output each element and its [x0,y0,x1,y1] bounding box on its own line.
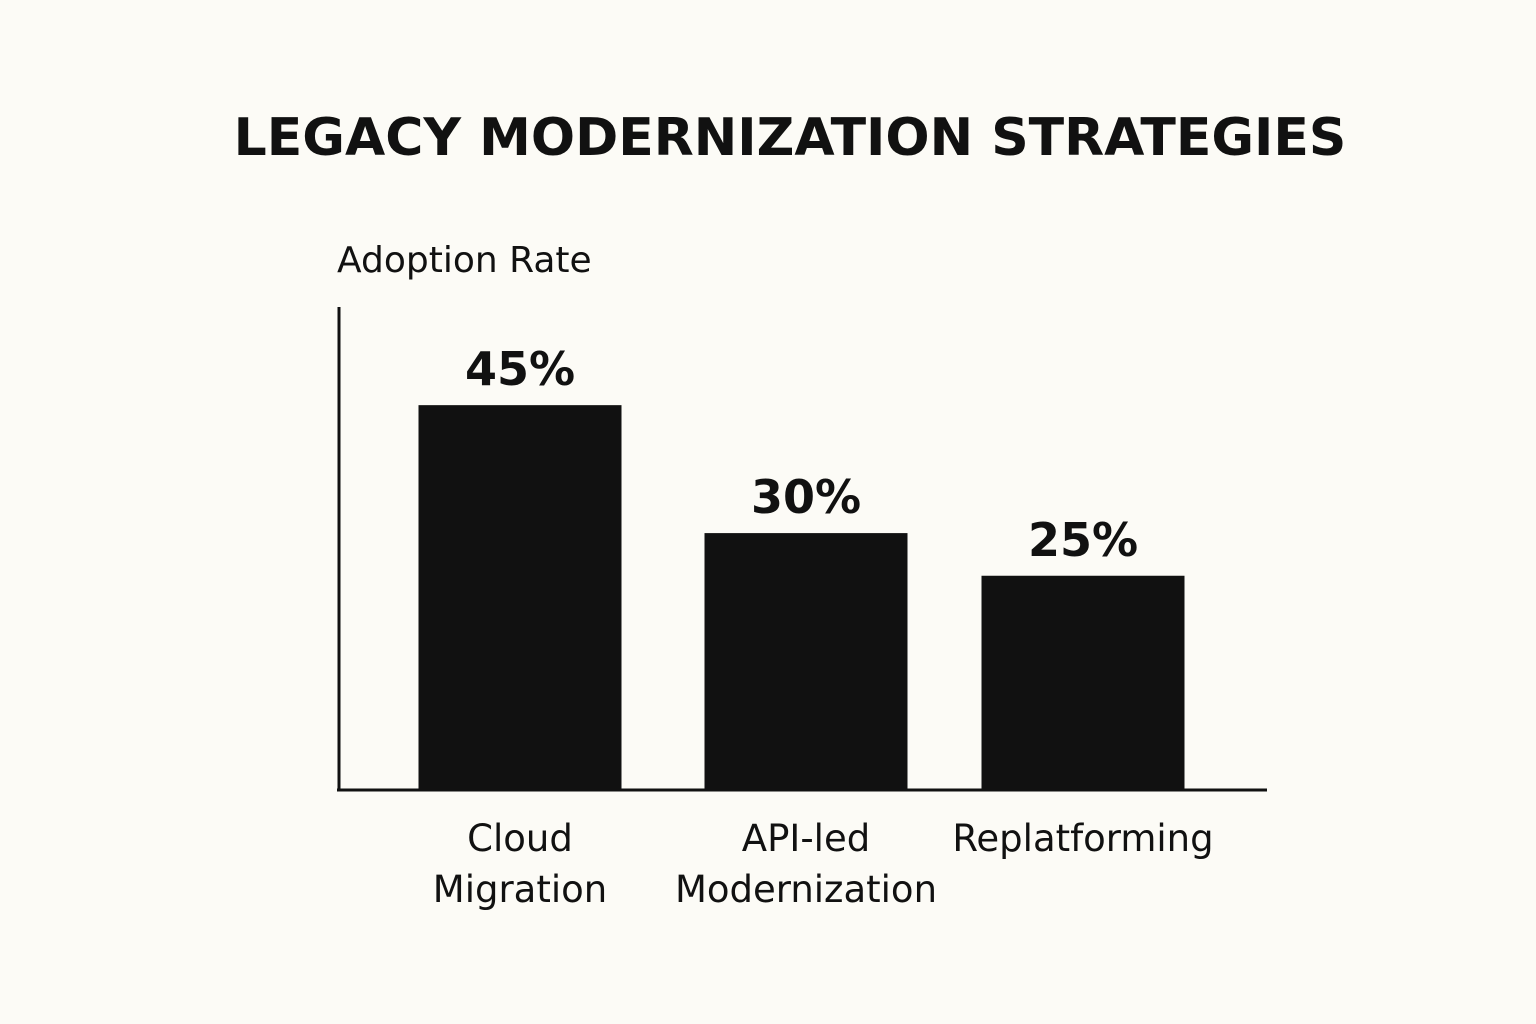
chart-title: LEGACY MODERNIZATION STRATEGIES [234,108,1347,168]
value-label-0: 45% [465,342,575,396]
bar-1 [704,533,908,789]
category-label-1-line-0: API-led [742,817,870,860]
bar-0 [418,405,622,789]
category-label-0-line-1: Migration [433,868,607,911]
category-labels-group: Cloud Migration API-led Modernization Replat… [433,817,1214,911]
bars-group [418,405,1185,789]
category-label-0-line-0: Cloud [467,817,573,860]
category-label-2-line-0: Replatforming [952,817,1213,860]
value-label-1: 30% [751,470,861,524]
value-labels-group: 45% 30% 25% [465,342,1138,567]
category-label-1-line-1: Modernization [675,868,937,911]
bar-2 [981,575,1185,789]
value-label-2: 25% [1028,513,1138,567]
y-axis-label: Adoption Rate [337,240,592,281]
